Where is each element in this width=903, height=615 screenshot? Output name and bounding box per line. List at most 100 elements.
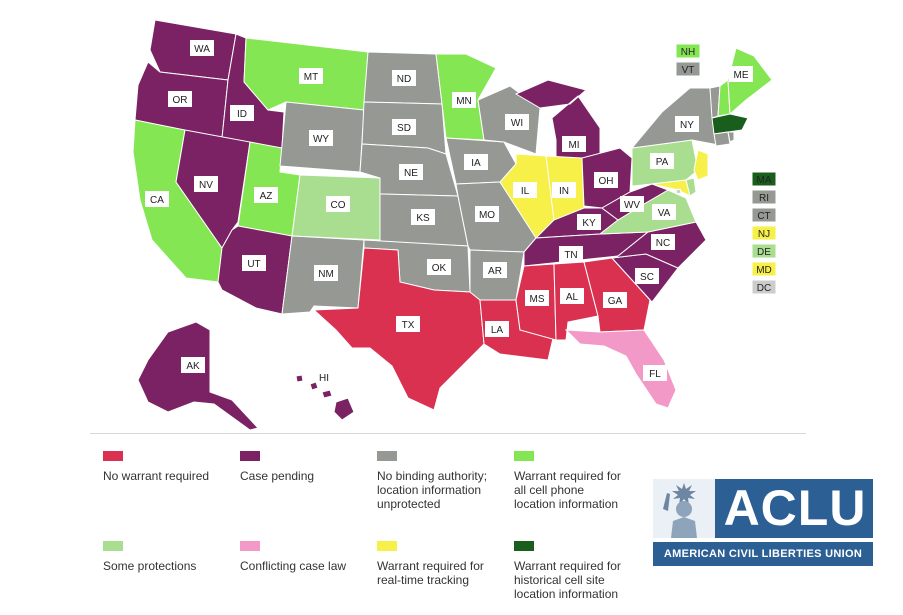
state-VA[interactable]: VA — [598, 189, 697, 235]
legend-item-conflicting: Conflicting case law — [240, 541, 365, 573]
state-ID[interactable]: ID — [221, 33, 285, 149]
legend-label: No binding authority; location informati… — [377, 469, 488, 511]
label-DE: DE — [757, 247, 771, 258]
legend-label: No warrant required — [103, 469, 210, 483]
legend-swatch — [240, 541, 260, 551]
label-NV: NV — [199, 180, 213, 191]
label-MO: MO — [479, 210, 495, 221]
state-RI[interactable] — [727, 131, 735, 143]
callout-RI[interactable]: RI — [751, 189, 777, 205]
state-AL[interactable]: AL — [553, 261, 599, 341]
label-MA: MA — [757, 175, 772, 186]
us-state-map: WA OR CA ID NV AZ UT MT WY CO NM — [132, 19, 777, 431]
legend-label: Conflicting case law — [240, 559, 347, 573]
label-AZ: UT — [247, 259, 260, 270]
state-ND[interactable]: ND — [363, 51, 443, 105]
label-MI: MI — [568, 140, 579, 151]
label-WV: WV — [624, 200, 640, 211]
label-KY: KY — [582, 218, 596, 229]
label-TN: TN — [564, 250, 577, 261]
callout-DC[interactable]: DC — [751, 279, 777, 295]
label-IA: IA — [471, 158, 481, 169]
legend-item-historical: Warrant required for historical cell sit… — [514, 541, 639, 601]
legend-item-no-binding: No binding authority; location informati… — [377, 451, 502, 511]
label-KS: KS — [416, 213, 430, 224]
state-MT[interactable]: MT — [243, 37, 369, 111]
state-ME[interactable]: ME — [727, 47, 773, 116]
callout-CT[interactable]: CT — [751, 207, 777, 223]
legend-swatch — [377, 541, 397, 551]
callout-VT[interactable]: VT — [675, 61, 701, 77]
label-LA: LA — [491, 325, 504, 336]
label-CO: CO — [331, 200, 346, 211]
label-AK: AK — [186, 361, 200, 372]
state-CT[interactable] — [713, 131, 731, 147]
label-WA: WA — [194, 44, 210, 55]
callout-MA[interactable]: MA — [751, 171, 777, 187]
state-WA[interactable]: WA — [149, 19, 237, 81]
state-AR[interactable]: AR — [469, 249, 525, 301]
logo-banner: ACLU — [653, 479, 873, 538]
state-IA[interactable]: IA — [445, 137, 517, 185]
callout-NJ[interactable]: NJ — [751, 225, 777, 241]
state-AZ[interactable]: UT — [217, 225, 293, 315]
label-VT: VT — [682, 65, 695, 76]
legend-item-warrant-all: Warrant required for all cell phone loca… — [514, 451, 639, 511]
state-MA[interactable] — [711, 113, 749, 135]
label-MN: MN — [456, 96, 472, 107]
state-AK[interactable]: AK — [137, 321, 259, 431]
state-WY[interactable]: WY — [279, 101, 365, 173]
callout-MD[interactable]: MD — [751, 261, 777, 277]
label-NE: NE — [404, 168, 418, 179]
state-DE[interactable] — [685, 177, 697, 197]
label-IN: IN — [559, 186, 569, 197]
state-FL[interactable]: FL — [564, 329, 677, 409]
state-NC[interactable]: NC — [611, 221, 707, 269]
state-LA[interactable]: LA — [479, 299, 555, 361]
state-NM[interactable]: NM — [281, 235, 365, 315]
state-CO[interactable]: CO — [291, 174, 381, 241]
state-GA[interactable]: GA — [583, 257, 651, 333]
label-CA: CA — [150, 195, 164, 206]
state-OH[interactable]: OH — [581, 147, 633, 209]
state-MS[interactable]: MS — [515, 263, 557, 341]
state-WI[interactable]: WI — [477, 85, 541, 155]
label-NC: NC — [656, 238, 670, 249]
statue-of-liberty-icon — [653, 479, 715, 538]
state-SD[interactable]: SD — [361, 101, 447, 155]
legend-swatch — [103, 451, 123, 461]
state-IN[interactable]: IN — [545, 155, 585, 221]
label-ND: ND — [397, 74, 411, 85]
label-AR: AR — [488, 266, 502, 277]
state-MO[interactable]: MO — [455, 181, 537, 253]
label-MT: MT — [304, 72, 318, 83]
state-DC[interactable] — [675, 188, 682, 195]
state-KY[interactable]: KY — [534, 207, 619, 239]
legend-swatch — [377, 451, 397, 461]
state-HI[interactable]: HI — [295, 373, 355, 421]
legend-swatch — [240, 451, 260, 461]
legend-divider — [90, 433, 806, 434]
state-OR[interactable]: OR — [134, 61, 229, 139]
legend-item-no-warrant: No warrant required — [103, 451, 228, 483]
legend-swatch — [514, 451, 534, 461]
label-NJ: NJ — [758, 229, 770, 240]
label-FL: FL — [649, 369, 661, 380]
callout-NH[interactable]: NH — [675, 43, 701, 59]
label-SC: SC — [640, 272, 654, 283]
callout-DE[interactable]: DE — [751, 243, 777, 259]
state-TX[interactable]: TX — [312, 247, 485, 411]
state-NJ[interactable] — [693, 149, 709, 181]
label-MS: MS — [530, 294, 545, 305]
aclu-wordmark: ACLU — [723, 480, 867, 536]
legend-item-case-pending: Case pending — [240, 451, 365, 483]
state-CA[interactable]: CA — [132, 119, 223, 283]
label-VA: VA — [658, 208, 671, 219]
label-GA: GA — [608, 296, 623, 307]
state-KS[interactable]: KS — [379, 193, 469, 247]
label-PA: PA — [656, 157, 669, 168]
label-MD: MD — [756, 265, 772, 276]
label-WY: WY — [313, 134, 329, 145]
label-OH: OH — [599, 176, 614, 187]
label-NH: NH — [681, 47, 695, 58]
